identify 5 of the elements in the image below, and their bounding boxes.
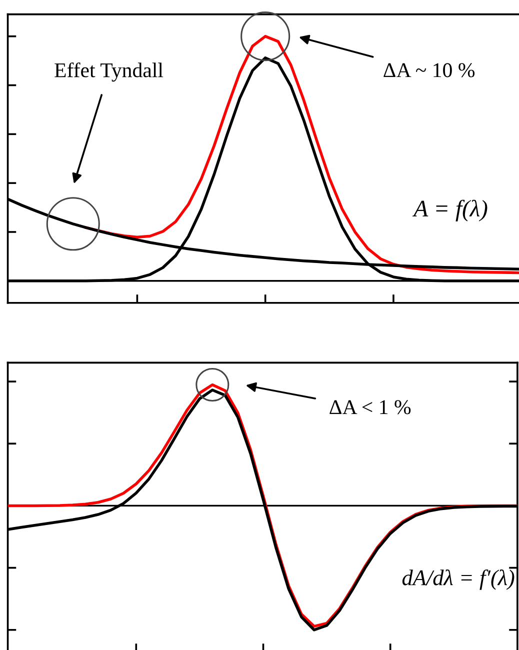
annotation: ΔA < 1 % <box>330 400 411 414</box>
annotation: ΔA ~ 10 % <box>384 63 475 78</box>
annotation: dA/dλ = f′(λ) <box>402 569 514 590</box>
annotation: A = f(λ) <box>412 200 488 222</box>
annotation: Effet Tyndall <box>54 62 164 82</box>
